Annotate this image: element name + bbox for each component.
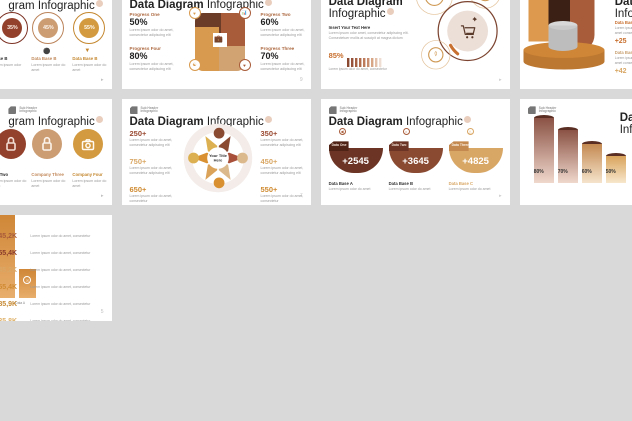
- svg-text:Here: Here: [213, 158, 223, 163]
- svg-text:Your Title: Your Title: [209, 153, 228, 158]
